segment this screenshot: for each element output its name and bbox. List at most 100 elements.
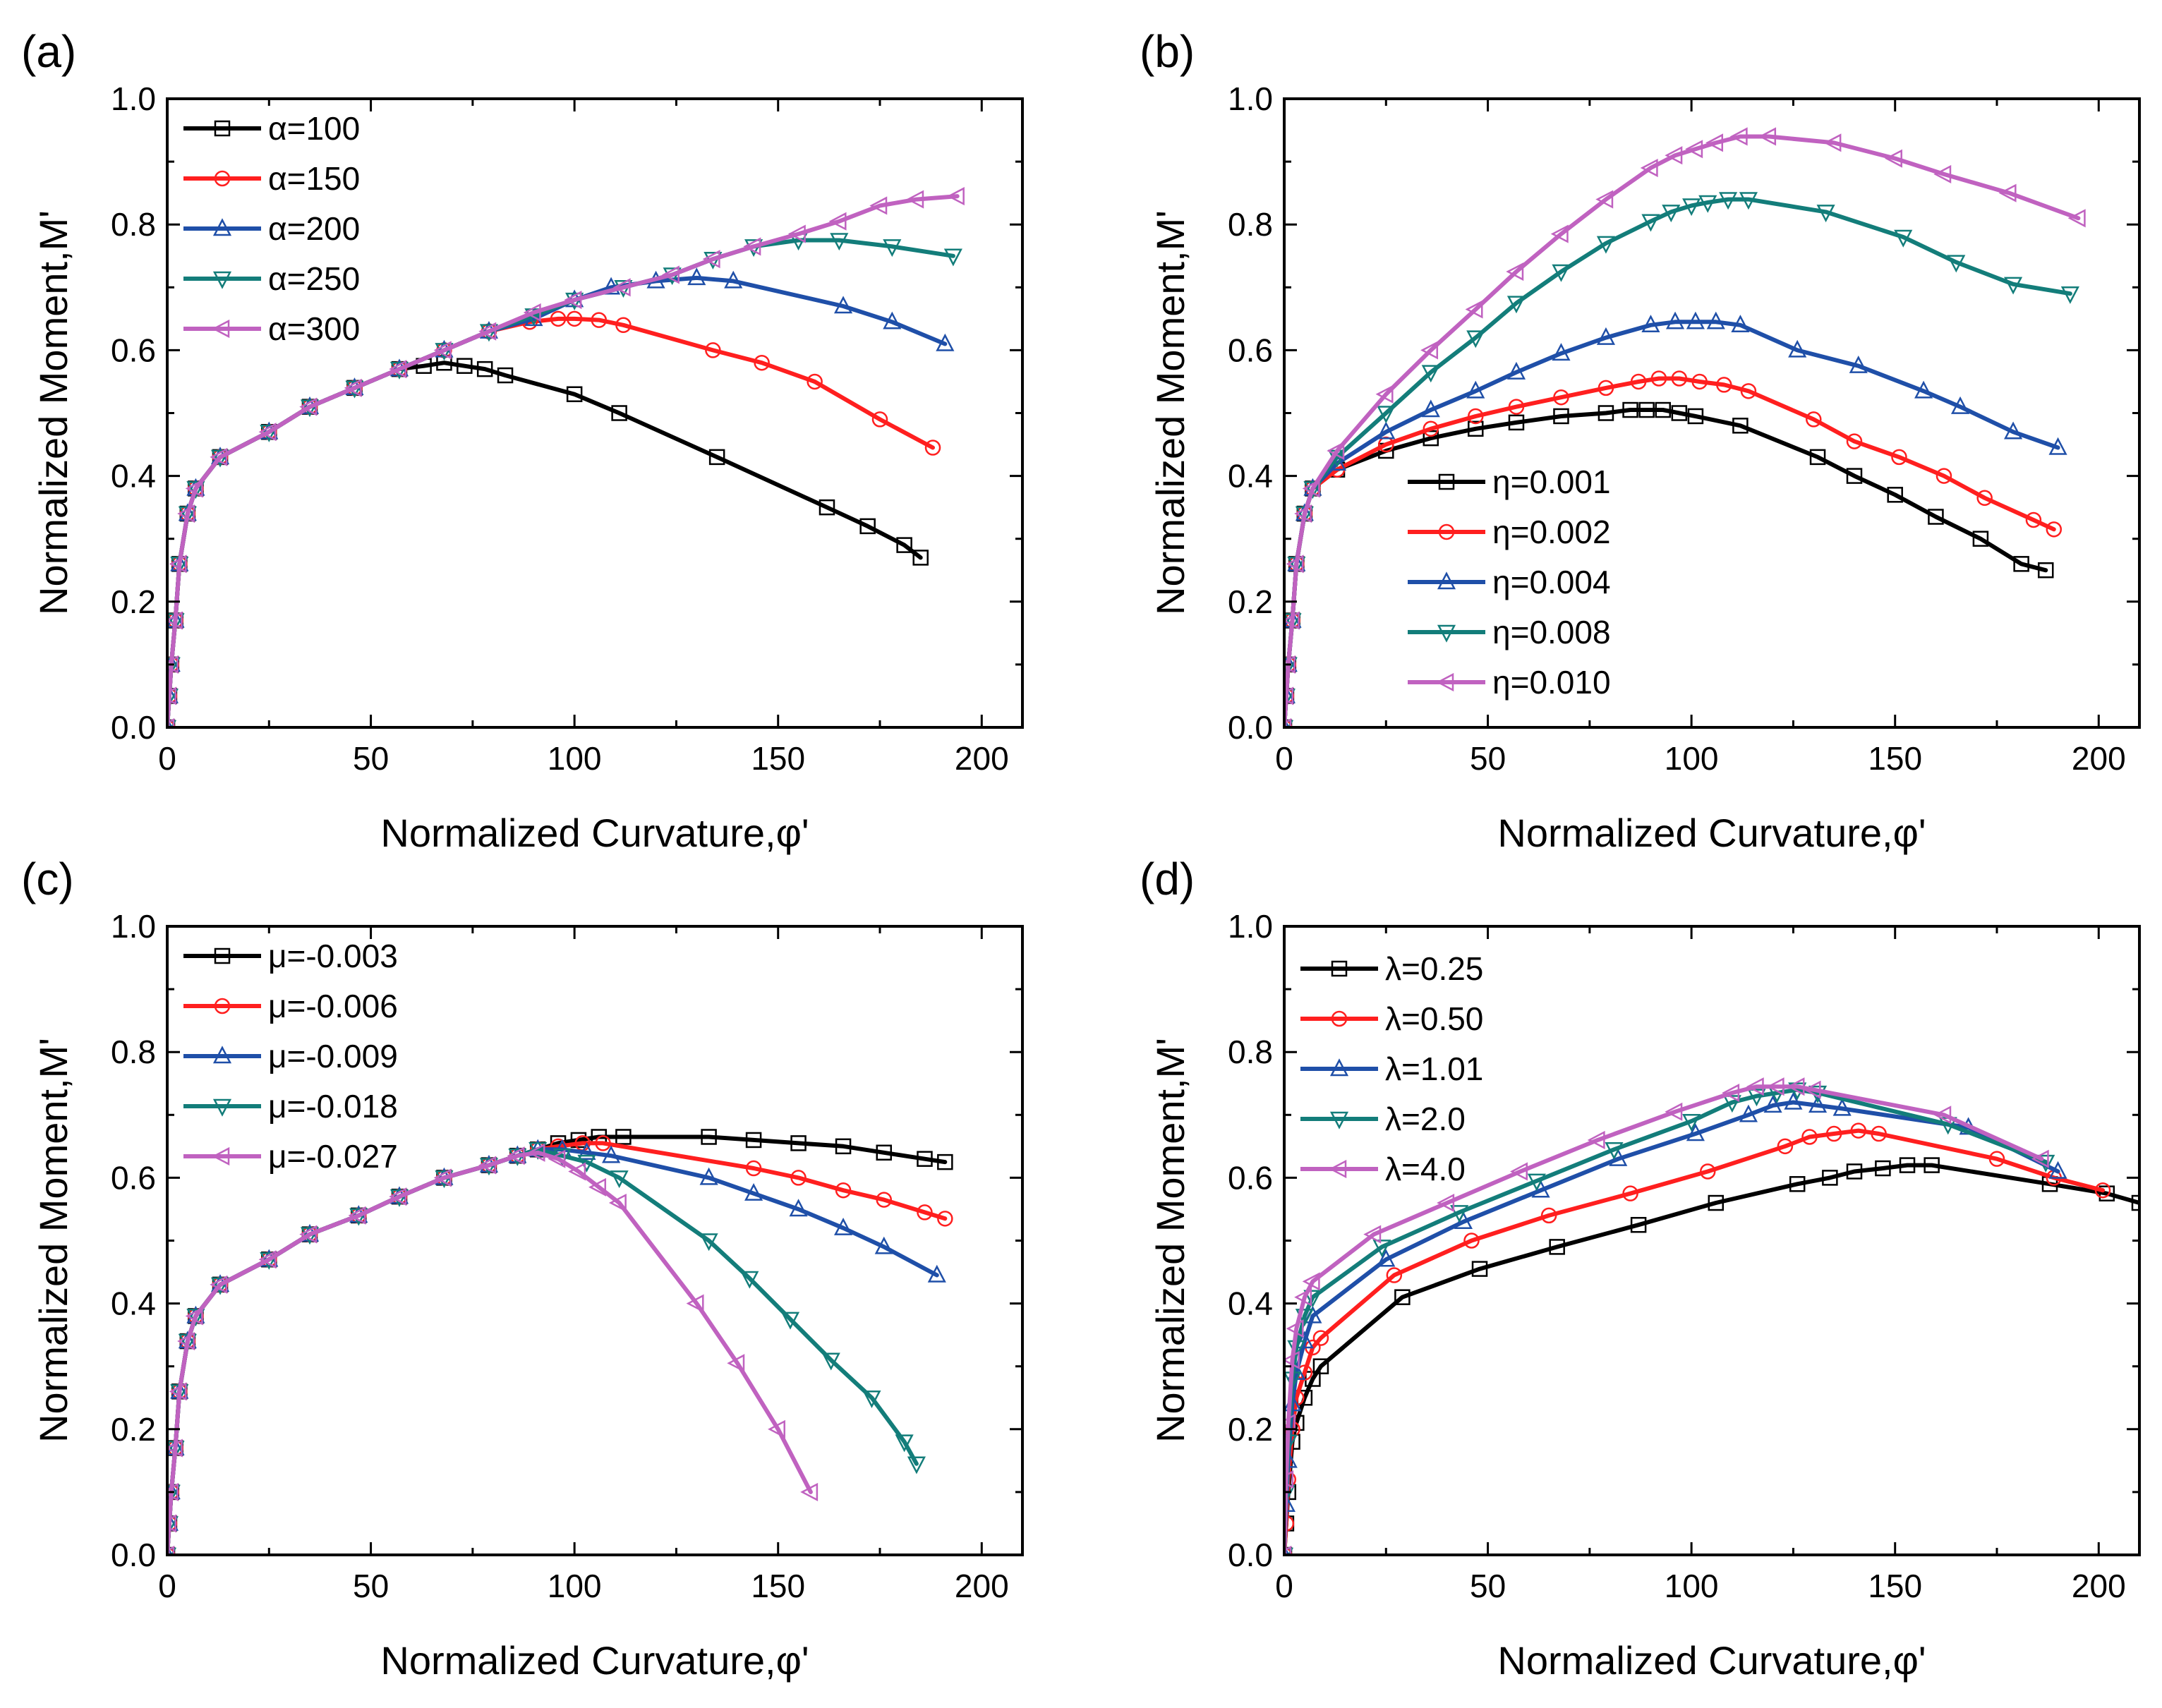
x-tick-label: 0 [1275, 1568, 1293, 1604]
data-point [344, 378, 362, 397]
data-point [1788, 339, 1807, 358]
data-point [1638, 401, 1655, 418]
data-point [1466, 380, 1485, 399]
data-point [1540, 1207, 1557, 1224]
data-point [1935, 468, 1952, 484]
data-point [1671, 405, 1688, 421]
data-point [1846, 468, 1863, 484]
data-point [1372, 1240, 1391, 1258]
legend-marker [212, 271, 232, 289]
data-point [1947, 255, 1966, 273]
data-point [568, 1162, 586, 1181]
data-point [1716, 377, 1732, 393]
data-point [1686, 311, 1705, 329]
data-point [167, 1439, 183, 1458]
data-point [1758, 127, 1777, 146]
data-point [768, 1419, 785, 1439]
legend-label: λ=0.50 [1385, 1000, 1483, 1037]
data-point [1375, 384, 1394, 404]
data-point [740, 1271, 759, 1289]
data-point [577, 1154, 596, 1173]
legend-marker [212, 319, 230, 339]
data-point [1303, 481, 1322, 499]
data-point [1294, 1288, 1312, 1307]
data-point [1386, 1267, 1403, 1283]
data-point [389, 1187, 407, 1206]
data-point [743, 237, 761, 256]
data-point [1722, 1095, 1741, 1113]
y-tick-label: 0.4 [111, 1285, 156, 1322]
data-point [210, 1277, 230, 1295]
data-point [1849, 355, 1868, 373]
data-point [1914, 380, 1933, 399]
data-point [1363, 1225, 1382, 1244]
data-point [389, 360, 407, 379]
data-point [169, 555, 187, 574]
data-point [871, 411, 888, 428]
x-tick-label: 50 [1470, 1568, 1506, 1604]
data-point [564, 291, 582, 310]
series-line-2 [167, 1141, 948, 1555]
data-point [602, 1145, 621, 1163]
data-point [1685, 140, 1703, 159]
x-tick-label: 50 [353, 740, 389, 777]
x-tick-label: 100 [548, 740, 602, 777]
data-point [524, 308, 543, 327]
data-point [1875, 1160, 1891, 1177]
data-point [859, 518, 876, 535]
legend-marker [1329, 1159, 1347, 1179]
data-point [790, 1135, 807, 1151]
data-point [1553, 389, 1569, 406]
y-tick-label: 0.6 [1228, 332, 1273, 368]
data-point [2031, 1149, 2049, 1168]
legend-label: α=100 [268, 110, 360, 147]
data-point [2004, 421, 2023, 440]
data-point [1687, 408, 1704, 425]
data-point [699, 1233, 718, 1252]
y-tick-label: 0.8 [111, 206, 156, 243]
data-point [167, 655, 179, 674]
data-point [2046, 521, 2063, 538]
data-point [2131, 1194, 2139, 1211]
legend-label: η=0.004 [1492, 564, 1611, 600]
data-point [1284, 1350, 1300, 1369]
data-point [937, 1211, 953, 1227]
data-point [1682, 198, 1701, 217]
data-point [1682, 1113, 1701, 1132]
legend-marker [212, 1146, 230, 1166]
data-point [1468, 420, 1484, 437]
data-point [917, 1151, 933, 1167]
data-point [1871, 1125, 1887, 1142]
data-point [1885, 149, 1902, 168]
data-point [1732, 418, 1749, 434]
data-point [591, 312, 608, 328]
data-point [1423, 420, 1439, 437]
x-tick-label: 150 [751, 1568, 805, 1604]
data-point [896, 537, 912, 553]
y-axis-title: Normalized Moment,M' [31, 1038, 76, 1443]
data-point [1421, 365, 1440, 383]
legend-label: μ=-0.006 [268, 988, 398, 1024]
data-point [1998, 183, 2017, 202]
data-point [1598, 405, 1614, 421]
series-line-5 [1284, 134, 2081, 727]
data-point [1822, 1170, 1838, 1186]
data-point [566, 386, 583, 403]
x-axis-title: Normalized Curvature,φ' [1497, 1638, 1926, 1683]
legend: η=0.001 η=0.002 η=0.004 η=0.008 η=0.010 [1408, 464, 1611, 701]
x-tick-label: 200 [2072, 740, 2126, 777]
data-point [1699, 1163, 1716, 1180]
data-point [186, 1309, 205, 1327]
data-point [946, 187, 965, 206]
data-point [876, 1192, 893, 1208]
data-point [299, 1225, 318, 1244]
data-point [1662, 205, 1681, 223]
data-point [895, 1434, 914, 1453]
data-point [1933, 164, 1952, 183]
data-point [1686, 1123, 1705, 1141]
data-point [1887, 487, 1903, 503]
data-point [258, 423, 277, 442]
legend: λ=0.25 λ=0.50 λ=1.01 λ=2.0 λ=4.0 [1300, 950, 1483, 1187]
y-tick-label: 0.8 [1228, 206, 1273, 243]
data-point [1463, 1232, 1480, 1249]
